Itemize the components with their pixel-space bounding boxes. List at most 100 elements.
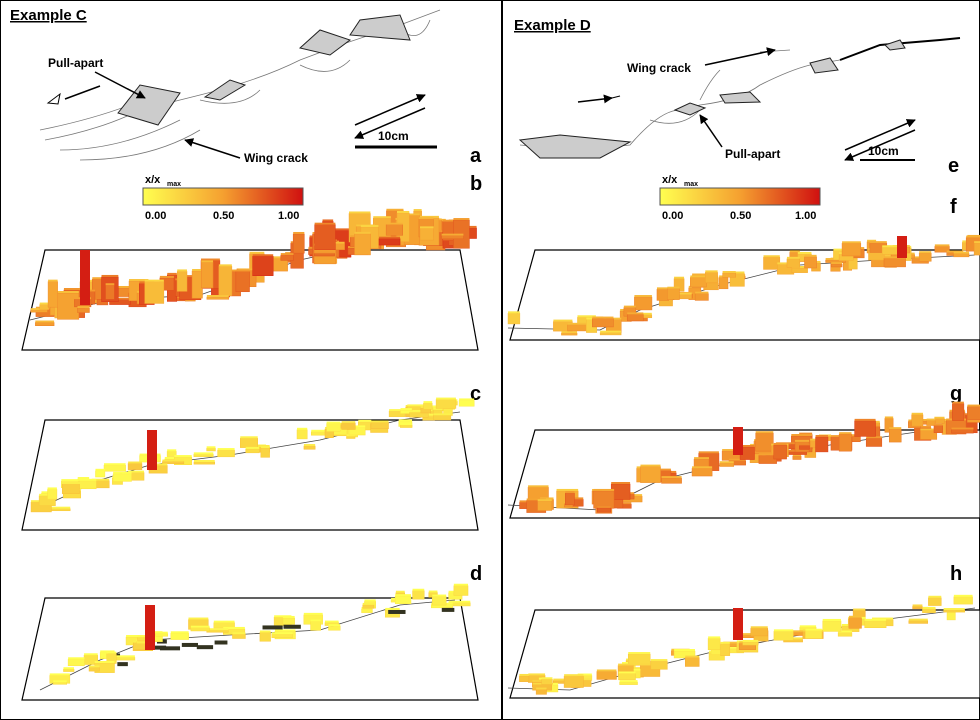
bar-top (274, 629, 296, 632)
bar-top (815, 435, 828, 438)
bar-top (259, 630, 271, 633)
bar (967, 406, 980, 420)
bar-top (53, 680, 67, 683)
bar (282, 617, 295, 625)
bar-top (401, 213, 420, 216)
bar (283, 624, 301, 629)
bar (77, 307, 90, 313)
colorbar-tick-label: 0.00 (662, 210, 683, 222)
bar-top (223, 626, 245, 629)
bar-panel (507, 401, 980, 519)
bar-top (418, 215, 439, 218)
bar (926, 420, 936, 426)
bar-top (596, 669, 617, 672)
bar-top (974, 241, 980, 244)
bar-top (627, 312, 644, 315)
bar-top (791, 434, 813, 437)
bar (419, 228, 434, 241)
bar-top (174, 455, 192, 458)
panel-title: Example C (10, 7, 87, 24)
bar-top (951, 427, 974, 430)
bar (565, 492, 575, 506)
bar-top (379, 236, 401, 239)
bar (535, 689, 547, 695)
bar-top (842, 241, 861, 244)
annotation: Wing crack (244, 151, 308, 165)
bar (206, 630, 229, 633)
bar (943, 609, 965, 613)
bar (181, 642, 199, 647)
bar (259, 632, 271, 642)
bar-top (577, 673, 592, 676)
bar-top (692, 273, 706, 276)
bar (597, 507, 611, 513)
bar (385, 224, 404, 236)
bar (155, 633, 169, 637)
bar-top (39, 302, 49, 305)
bar-top (354, 231, 371, 234)
colorbar-subscript: max (167, 181, 181, 188)
bar-top (62, 482, 80, 485)
bar-top (48, 506, 71, 509)
bar-top (750, 626, 768, 629)
bar-top (822, 618, 842, 621)
bar (838, 433, 852, 452)
bar-top (694, 457, 709, 460)
bar-top (565, 491, 575, 494)
bar (190, 627, 210, 632)
bar-top (934, 416, 945, 419)
colorbar (142, 187, 304, 206)
bar (218, 266, 233, 296)
bar (815, 436, 829, 453)
bar-top (128, 461, 142, 464)
bar-top (692, 466, 713, 469)
bar (117, 662, 128, 667)
bar (67, 659, 85, 667)
bar (170, 633, 189, 640)
bar-top (619, 680, 638, 683)
bar-panel (507, 234, 980, 341)
bar-top (114, 655, 135, 658)
bar-top (48, 279, 58, 282)
bar (953, 596, 973, 605)
bar-top (397, 210, 410, 213)
colorbar-tick-label: 1.00 (795, 210, 816, 222)
bar (245, 448, 260, 454)
bar (235, 271, 250, 293)
bar (951, 429, 974, 434)
bar-top (235, 269, 250, 272)
bar (95, 470, 106, 478)
bar-top (695, 291, 709, 294)
bar-top (674, 276, 685, 279)
bar (928, 597, 942, 606)
bar (933, 425, 943, 433)
bar-top (100, 650, 115, 653)
panel-letter: h (950, 563, 962, 585)
bar-top (84, 653, 98, 656)
bar-top (758, 453, 777, 456)
bar-top (113, 471, 132, 474)
bar-top (364, 599, 376, 602)
bar-top (148, 463, 168, 466)
bar (162, 461, 185, 464)
scale-label: 10cm (378, 129, 409, 143)
bar-top (448, 600, 471, 603)
annotation: Pull-apart (725, 147, 780, 161)
bar-top (282, 615, 295, 618)
bar (634, 296, 653, 311)
bar (718, 277, 729, 290)
bar-top (667, 286, 680, 289)
bar (114, 657, 136, 661)
bar-top (303, 444, 316, 447)
bar-top (373, 216, 391, 219)
bar-top (634, 295, 652, 298)
bar-top (179, 275, 201, 278)
bar-top (201, 258, 220, 261)
bar-top (653, 468, 671, 471)
bar-top (101, 274, 119, 277)
bar-top (370, 420, 389, 423)
bar-top (272, 256, 288, 259)
bar (159, 646, 181, 651)
bar-top (346, 434, 356, 437)
